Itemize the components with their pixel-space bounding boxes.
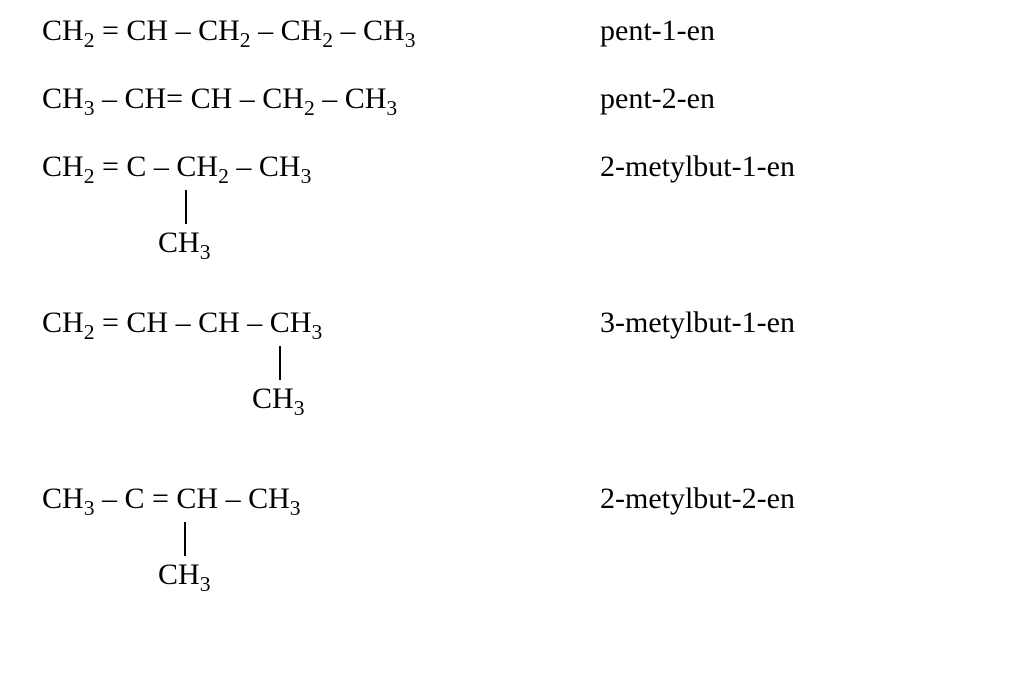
structural-formula: CH3 – CH= CH – CH2 – CH3 [42,82,397,116]
subscript: 3 [84,496,95,520]
subscript: 3 [290,496,301,520]
subscript: 3 [294,396,305,420]
subscript: 2 [84,164,95,188]
structural-formula: CH2 = CH – CH – CH3 [42,306,322,340]
subscript: 2 [218,164,229,188]
bond-vertical-icon [185,190,187,224]
structural-formula: CH2 = CH – CH2 – CH2 – CH3 [42,14,416,48]
bond-vertical-icon [279,346,281,380]
subscript: 2 [84,28,95,52]
subscript: 2 [322,28,333,52]
subscript: 3 [200,572,211,596]
bond-vertical-icon [184,522,186,556]
structural-formula: CH2 = C – CH2 – CH3 [42,150,311,184]
subscript: 3 [200,240,211,264]
substituent-label: CH3 [158,558,210,592]
subscript: 3 [311,320,322,344]
subscript: 3 [405,28,416,52]
compound-name: pent-2-en [600,82,715,116]
substituent-label: CH3 [252,382,304,416]
compound-name: 2-metylbut-1-en [600,150,795,184]
subscript: 2 [84,320,95,344]
subscript: 3 [386,96,397,120]
substituent-label: CH3 [158,226,210,260]
subscript: 3 [84,96,95,120]
compound-name: 2-metylbut-2-en [600,482,795,516]
chemistry-isomer-list: CH2 = CH – CH2 – CH2 – CH3 pent-1-en CH3 –… [0,0,1024,691]
structural-formula: CH3 – C = CH – CH3 [42,482,301,516]
subscript: 3 [301,164,312,188]
subscript: 2 [240,28,251,52]
compound-name: 3-metylbut-1-en [600,306,795,340]
subscript: 2 [304,96,315,120]
compound-name: pent-1-en [600,14,715,48]
